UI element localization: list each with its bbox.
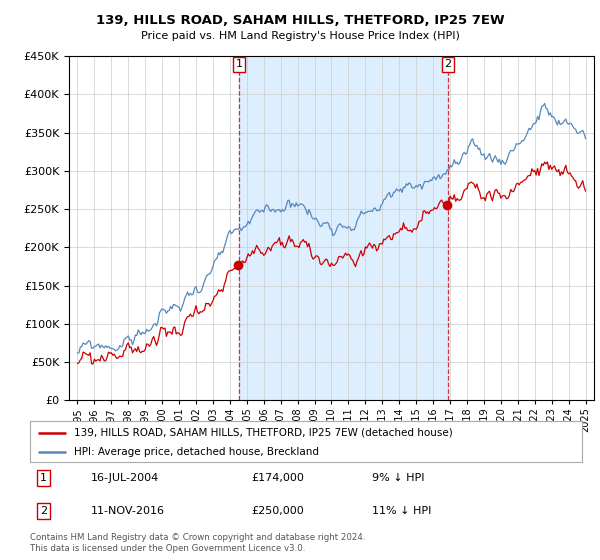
Text: HPI: Average price, detached house, Breckland: HPI: Average price, detached house, Brec… [74,447,319,457]
Text: £250,000: £250,000 [251,506,304,516]
Text: 139, HILLS ROAD, SAHAM HILLS, THETFORD, IP25 7EW (detached house): 139, HILLS ROAD, SAHAM HILLS, THETFORD, … [74,428,453,437]
Text: 2: 2 [40,506,47,516]
Text: 2: 2 [444,59,451,69]
Text: 11-NOV-2016: 11-NOV-2016 [91,506,165,516]
Text: 16-JUL-2004: 16-JUL-2004 [91,473,159,483]
Text: Price paid vs. HM Land Registry's House Price Index (HPI): Price paid vs. HM Land Registry's House … [140,31,460,41]
Text: 1: 1 [40,473,47,483]
Text: 11% ↓ HPI: 11% ↓ HPI [372,506,431,516]
Bar [239,56,448,400]
Text: Contains HM Land Registry data © Crown copyright and database right 2024.
This d: Contains HM Land Registry data © Crown c… [30,533,365,553]
Text: 9% ↓ HPI: 9% ↓ HPI [372,473,425,483]
Text: 139, HILLS ROAD, SAHAM HILLS, THETFORD, IP25 7EW: 139, HILLS ROAD, SAHAM HILLS, THETFORD, … [95,14,505,27]
Text: £174,000: £174,000 [251,473,304,483]
Text: 1: 1 [236,59,242,69]
